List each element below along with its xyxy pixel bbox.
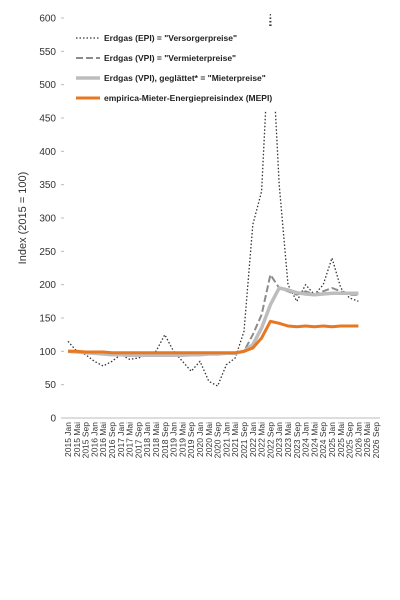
- y-tick-label: 150: [39, 314, 56, 325]
- x-tick-label: 2022 Jan: [248, 422, 258, 457]
- y-tick-label: 450: [39, 114, 56, 125]
- series-line: [68, 273, 359, 356]
- series-line: [68, 319, 359, 355]
- x-tick-label: 2021 Sep: [239, 422, 249, 459]
- y-tick-label: 0: [50, 414, 56, 425]
- legend-label: Erdgas (VPI), geglättet* = "Mieterpreise…: [104, 73, 266, 83]
- x-tick-label: 2021 Mai: [230, 422, 240, 457]
- x-tick-label: 2020 Jan: [195, 422, 205, 457]
- x-tick-label: 2025 Jan: [327, 422, 337, 457]
- y-tick-label: 600: [39, 14, 56, 25]
- x-tick-label: 2019 Sep: [186, 422, 196, 459]
- x-tick-label: 2020 Sep: [213, 422, 223, 459]
- x-tick-label: 2021 Jan: [221, 422, 231, 457]
- x-tick-label: 2015 Mai: [72, 422, 82, 457]
- x-tick-label: 2025 Mai: [336, 422, 346, 457]
- y-tick-label: 200: [39, 280, 56, 291]
- x-tick-label: 2018 Mai: [151, 422, 161, 457]
- y-tick-label: 250: [39, 247, 56, 258]
- x-tick-label: 2023 Mai: [283, 422, 293, 457]
- x-tick-label: 2015 Sep: [81, 422, 91, 459]
- x-tick-label: 2020 Mai: [204, 422, 214, 457]
- x-tick-label: 2024 Mai: [309, 422, 319, 457]
- y-tick-label: 550: [39, 47, 56, 58]
- x-tick-label: 2022 Sep: [265, 422, 275, 459]
- legend-label: Erdgas (VPI) = "Vermieterpreise": [104, 53, 236, 63]
- x-tick-label: 2019 Mai: [177, 422, 187, 457]
- x-tick-label: 2018 Sep: [160, 422, 170, 459]
- x-tick-label: 2026 Jan: [353, 422, 363, 457]
- x-tick-label: 2016 Jan: [89, 422, 99, 457]
- x-tick-label: 2024 Sep: [318, 422, 328, 459]
- y-tick-label: 400: [39, 147, 56, 158]
- x-tick-label: 2023 Jan: [274, 422, 284, 457]
- legend-label: empirica-Mieter-Energiepreisindex (MEPI): [104, 93, 272, 103]
- x-tick-label: 2017 Sep: [133, 422, 143, 459]
- x-tick-label: 2023 Sep: [292, 422, 302, 459]
- legend-box: [70, 26, 292, 110]
- series-line: [67, 14, 359, 387]
- x-tick-label: 2016 Mai: [98, 422, 108, 457]
- y-tick-label: 50: [45, 380, 57, 391]
- legend-label: Erdgas (EPI) = "Versorgerpreise": [104, 33, 237, 43]
- x-tick-label: 2025 Sep: [345, 422, 355, 459]
- x-tick-label: 2026 Sep: [371, 422, 381, 459]
- x-tick-label: 2019 Jan: [169, 422, 179, 457]
- y-tick-label: 100: [39, 347, 56, 358]
- x-tick-label: 2016 Sep: [107, 422, 117, 459]
- y-tick-label: 500: [39, 80, 56, 91]
- y-tick-label: 350: [39, 180, 56, 191]
- x-tick-label: 2015 Jan: [63, 422, 73, 457]
- y-axis-label: Index (2015 = 100): [17, 172, 29, 265]
- y-tick-label: 300: [39, 214, 56, 225]
- x-tick-label: 2024 Jan: [301, 422, 311, 457]
- x-tick-label: 2018 Jan: [142, 422, 152, 457]
- x-tick-label: 2017 Mai: [125, 422, 135, 457]
- x-tick-label: 2017 Jan: [116, 422, 126, 457]
- series-line: [67, 286, 359, 358]
- x-tick-label: 2022 Mai: [257, 422, 267, 457]
- x-tick-label: 2026 Mai: [362, 422, 372, 457]
